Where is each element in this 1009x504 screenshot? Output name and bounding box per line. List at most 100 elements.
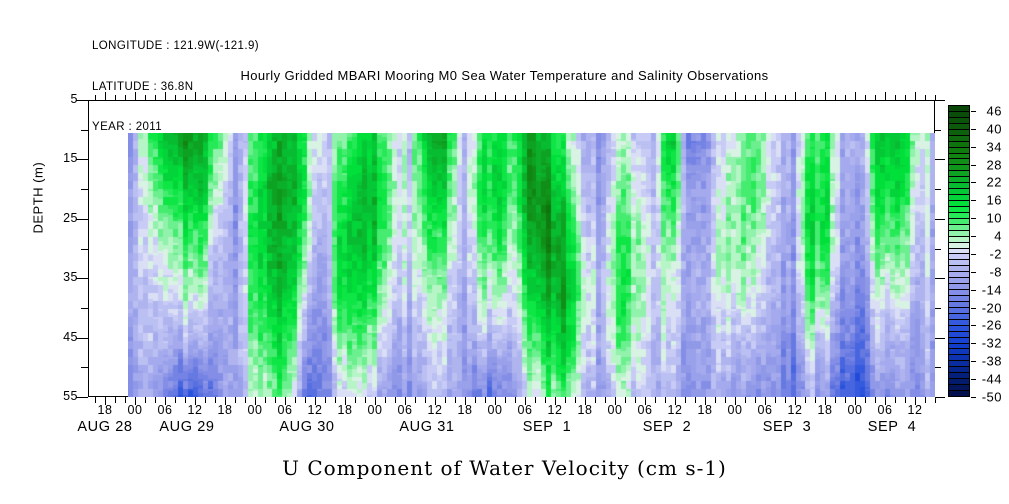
x-tick-top (265, 95, 266, 100)
x-tick-bottom (605, 397, 606, 403)
colorbar-segment (949, 337, 969, 344)
colorbar-segment (949, 171, 969, 178)
x-tick-top (795, 92, 796, 100)
x-tick-bottom (465, 397, 466, 405)
x-tick-bottom (525, 397, 526, 405)
x-tick-top (655, 95, 656, 100)
depth-tick-label: 25 (63, 210, 78, 225)
colorbar-segment (949, 260, 969, 267)
x-tick-top (165, 92, 166, 100)
x-tick-top (195, 92, 196, 100)
y-major-tick-right (935, 337, 945, 339)
x-tick-top (775, 95, 776, 100)
x-tick-bottom (725, 397, 726, 403)
depth-tick-label: 35 (63, 270, 78, 285)
x-tick-top (905, 95, 906, 100)
x-tick-top (315, 92, 316, 100)
x-tick-top (745, 95, 746, 100)
x-tick-top (485, 95, 486, 100)
y-minor-tick-right (935, 189, 941, 191)
colorbar-segment (949, 331, 969, 338)
x-tick-top (575, 95, 576, 100)
x-tick-top (205, 95, 206, 100)
x-tick-bottom (455, 397, 456, 403)
x-tick-top (105, 92, 106, 100)
x-tick-top (515, 95, 516, 100)
depth-tick-label: 55 (63, 389, 78, 403)
x-tick-bottom (535, 397, 536, 403)
x-tick-top (505, 95, 506, 100)
x-tick-top (475, 95, 476, 100)
x-tick-bottom (705, 397, 706, 405)
colorbar-segment (949, 391, 969, 396)
x-tick-top (735, 92, 736, 100)
x-tick-top (865, 95, 866, 100)
colorbar-tick-label: 22 (986, 174, 1002, 190)
y-major-tick-left (76, 100, 88, 101)
x-tick-top (235, 95, 236, 100)
x-tick-bottom (595, 397, 596, 403)
x-tick-top (555, 92, 556, 100)
colorbar-tick-label: -32 (981, 335, 1002, 351)
y-minor-tick-left (81, 248, 88, 250)
hour-tick-label: 18 (817, 403, 833, 417)
hour-tick-label: 00 (127, 403, 143, 417)
x-tick-bottom (695, 397, 696, 403)
x-tick-top (175, 95, 176, 100)
colorbar-tick (971, 397, 976, 398)
colorbar-tick-label: -44 (981, 371, 1002, 387)
x-tick-bottom (375, 397, 376, 405)
date-label: SEP 2 (642, 419, 692, 435)
colorbar-tick (971, 236, 976, 238)
x-tick-top (395, 95, 396, 100)
x-tick-bottom (765, 397, 766, 405)
x-tick-top (695, 95, 696, 100)
hour-tick-label: 00 (487, 403, 503, 417)
date-label: SEP 1 (522, 419, 572, 435)
y-major-tick-left (76, 278, 88, 280)
x-tick-bottom (665, 397, 666, 403)
x-tick-bottom (235, 397, 236, 403)
colorbar-tick-label: -2 (989, 246, 1002, 262)
y-major-tick-left (76, 159, 88, 161)
x-tick-top (455, 95, 456, 100)
x-tick-bottom (515, 397, 516, 403)
colorbar-tick-label: 10 (986, 210, 1002, 226)
hour-tick-label: 12 (307, 403, 323, 417)
x-tick-top (755, 95, 756, 100)
colorbar-segment (949, 313, 969, 320)
colorbar-tick-label: 34 (986, 139, 1002, 155)
x-tick-bottom (305, 397, 306, 403)
hour-tick-label: 06 (637, 403, 653, 417)
colorbar-tick (971, 307, 976, 309)
colorbar-segment (949, 206, 969, 213)
x-tick-bottom (155, 397, 156, 403)
y-minor-tick-left (81, 129, 88, 131)
hour-tick-label: 12 (187, 403, 203, 417)
colorbar-segment (949, 290, 969, 296)
x-tick-top (765, 92, 766, 100)
x-tick-top (835, 95, 836, 100)
x-tick-top (625, 95, 626, 100)
x-tick-top (805, 95, 806, 100)
date-label: AUG 30 (279, 419, 335, 435)
x-tick-bottom (845, 397, 846, 403)
y-major-tick-right (935, 159, 945, 161)
x-tick-bottom (405, 397, 406, 405)
x-tick-bottom (475, 397, 476, 403)
colorbar (948, 105, 970, 397)
y-minor-tick-right (935, 307, 941, 309)
x-tick-top (525, 92, 526, 100)
x-tick-top (785, 95, 786, 100)
y-minor-tick-left (81, 367, 88, 369)
x-tick-bottom (635, 397, 636, 403)
header-longitude: LONGITUDE : 121.9W(-121.9) (92, 40, 259, 52)
x-tick-bottom (925, 397, 926, 403)
y-minor-tick-right (935, 129, 941, 131)
hour-tick-label: 18 (457, 403, 473, 417)
x-tick-bottom (805, 397, 806, 403)
date-label: AUG 29 (159, 419, 215, 435)
colorbar-segment (949, 111, 969, 118)
y-minor-tick-right (935, 248, 941, 250)
x-tick-top (255, 92, 256, 100)
